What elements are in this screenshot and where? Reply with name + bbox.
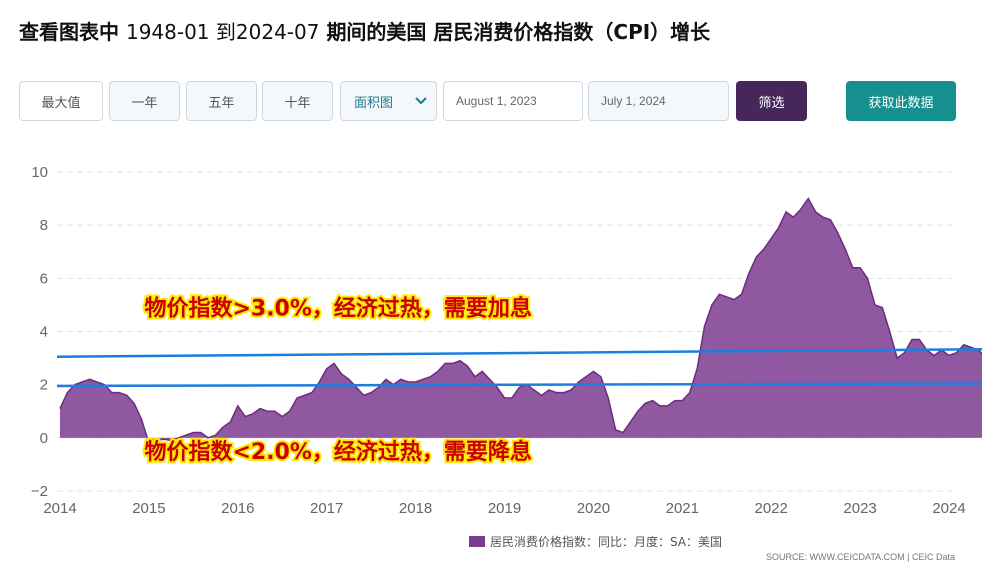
trend-line: [56, 382, 982, 388]
trend-line: [56, 347, 982, 359]
title-prefix: 查看图表中: [19, 20, 119, 44]
x-tick-label: 2023: [843, 500, 876, 517]
x-tick-label: 2018: [399, 500, 432, 517]
x-tick-label: 2017: [310, 500, 343, 517]
one-year-button[interactable]: 一年: [109, 81, 180, 121]
x-tick-label: 2024: [932, 500, 965, 517]
x-tick-label: 2015: [132, 500, 165, 517]
page-title: 查看图表中 1948-01 到2024-07 期间的美国 居民消费价格指数（CP…: [19, 16, 710, 45]
y-axis-ticks: 10 8 6 4 2 0 −2: [31, 164, 48, 500]
end-date-input[interactable]: July 1, 2024: [588, 81, 729, 121]
x-axis-ticks: 2014 2015 2016 2017 2018 2019 2020 2021 2022 2023…: [43, 500, 965, 517]
title-range: 1948-01 到2024-07: [125, 20, 320, 44]
x-tick-label: 2022: [755, 500, 788, 517]
max-range-button[interactable]: 最大值: [19, 81, 103, 121]
x-tick-label: 2019: [488, 500, 521, 517]
trend-lines: [56, 347, 982, 388]
y-tick-label: 2: [40, 377, 48, 394]
ten-year-button[interactable]: 十年: [262, 81, 333, 121]
y-tick-label: −2: [31, 483, 48, 500]
chart-legend[interactable]: 居民消费价格指数：同比：月度：SA：美国: [469, 533, 722, 550]
y-tick-label: 6: [40, 270, 48, 287]
x-tick-label: 2014: [43, 500, 76, 517]
source-credit: SOURCE: WWW.CEICDATA.COM | CEIC Data: [765, 552, 955, 562]
annotation-label: 物价指数<2.0%，经济过热，需要降息: [144, 439, 531, 465]
start-date-input[interactable]: August 1, 2023: [443, 81, 583, 121]
legend-label: 居民消费价格指数：同比：月度：SA：美国: [490, 535, 723, 549]
five-year-button[interactable]: 五年: [186, 81, 257, 121]
y-tick-label: 8: [40, 217, 48, 234]
chart-type-value: 面积图: [354, 95, 394, 111]
x-tick-label: 2021: [666, 500, 699, 517]
y-tick-label: 0: [40, 430, 48, 447]
y-tick-label: 4: [40, 324, 48, 341]
annotation-label: 物价指数>3.0%，经济过热，需要加息: [144, 296, 531, 322]
title-suffix: 期间的美国 居民消费价格指数（CPI）增长: [326, 20, 711, 44]
series-area-fill: [60, 198, 982, 444]
y-tick-label: 10: [31, 164, 48, 181]
x-tick-label: 2020: [577, 500, 610, 517]
filter-button[interactable]: 筛选: [736, 81, 807, 121]
get-data-button[interactable]: 获取此数据: [846, 81, 956, 121]
legend-swatch: [469, 536, 485, 547]
chart-type-select[interactable]: 面积图: [340, 81, 437, 121]
x-tick-label: 2016: [221, 500, 254, 517]
chevron-down-icon: [415, 97, 427, 105]
